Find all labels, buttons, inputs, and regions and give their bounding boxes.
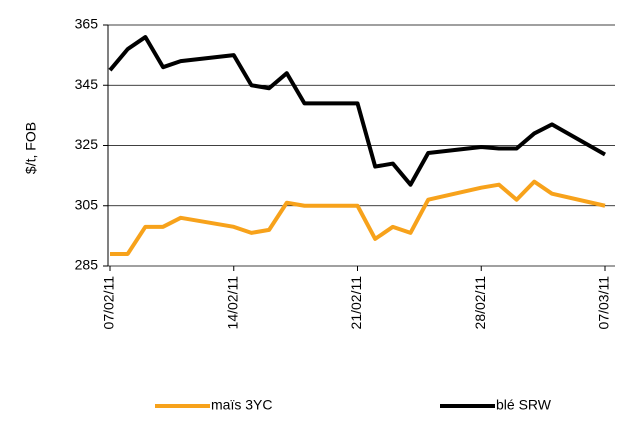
x-tick-label: 21/02/11 — [348, 276, 364, 330]
y-tick-label: 345 — [75, 76, 99, 92]
legend-label: blé SRW — [496, 397, 552, 413]
y-tick-label: 305 — [75, 196, 99, 212]
legend-label: maïs 3YC — [211, 397, 272, 413]
series-line — [108, 35, 606, 187]
y-axis-label: $/t, FOB — [23, 122, 39, 174]
x-tick-label: 28/02/11 — [472, 276, 488, 330]
x-tick-label: 07/02/11 — [101, 276, 117, 330]
y-tick-label: 365 — [75, 16, 99, 32]
x-tick-label: 07/03/11 — [596, 276, 612, 330]
x-tick-label: 14/02/11 — [224, 276, 240, 330]
y-tick-label: 325 — [75, 136, 99, 152]
y-tick-label: 285 — [75, 257, 99, 273]
series-line — [110, 179, 606, 256]
